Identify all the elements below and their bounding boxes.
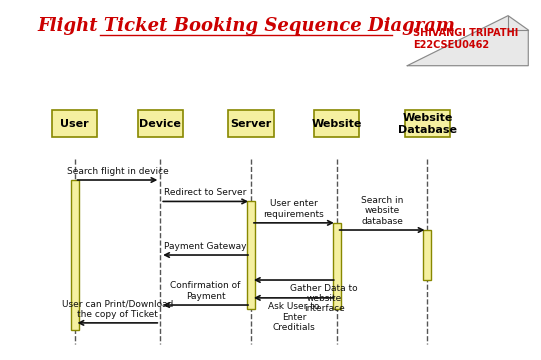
Text: Redirect to Server: Redirect to Server — [164, 188, 247, 197]
Text: Search flight in device: Search flight in device — [67, 167, 168, 176]
FancyBboxPatch shape — [247, 202, 255, 309]
Text: User enter
requirements: User enter requirements — [263, 199, 324, 219]
FancyBboxPatch shape — [70, 180, 78, 330]
Text: Website: Website — [312, 119, 362, 129]
FancyBboxPatch shape — [52, 111, 97, 137]
Text: User: User — [60, 119, 89, 129]
Polygon shape — [407, 16, 528, 66]
Text: Website
Database: Website Database — [398, 113, 457, 135]
Text: Ask User to
Enter
Creditials: Ask User to Enter Creditials — [268, 302, 320, 332]
Text: Device: Device — [140, 119, 181, 129]
Text: Confirmation of
Payment: Confirmation of Payment — [170, 282, 241, 301]
Text: Flight Ticket Booking Sequence Diagram: Flight Ticket Booking Sequence Diagram — [37, 17, 455, 35]
FancyBboxPatch shape — [405, 111, 450, 137]
Text: SHIVANGI TRIPATHI
E22CSEU0462: SHIVANGI TRIPATHI E22CSEU0462 — [413, 28, 519, 50]
Text: Server: Server — [230, 119, 272, 129]
Text: Search in
website
database: Search in website database — [361, 196, 403, 226]
Text: Payment Gateway: Payment Gateway — [164, 242, 247, 251]
FancyBboxPatch shape — [333, 223, 341, 309]
Text: Gather Data to
website
interface: Gather Data to website interface — [291, 284, 358, 314]
FancyBboxPatch shape — [314, 111, 359, 137]
Text: User can Print/Download
the copy of Ticket: User can Print/Download the copy of Tick… — [62, 299, 173, 319]
FancyBboxPatch shape — [228, 111, 274, 137]
FancyBboxPatch shape — [424, 230, 432, 280]
FancyBboxPatch shape — [137, 111, 183, 137]
